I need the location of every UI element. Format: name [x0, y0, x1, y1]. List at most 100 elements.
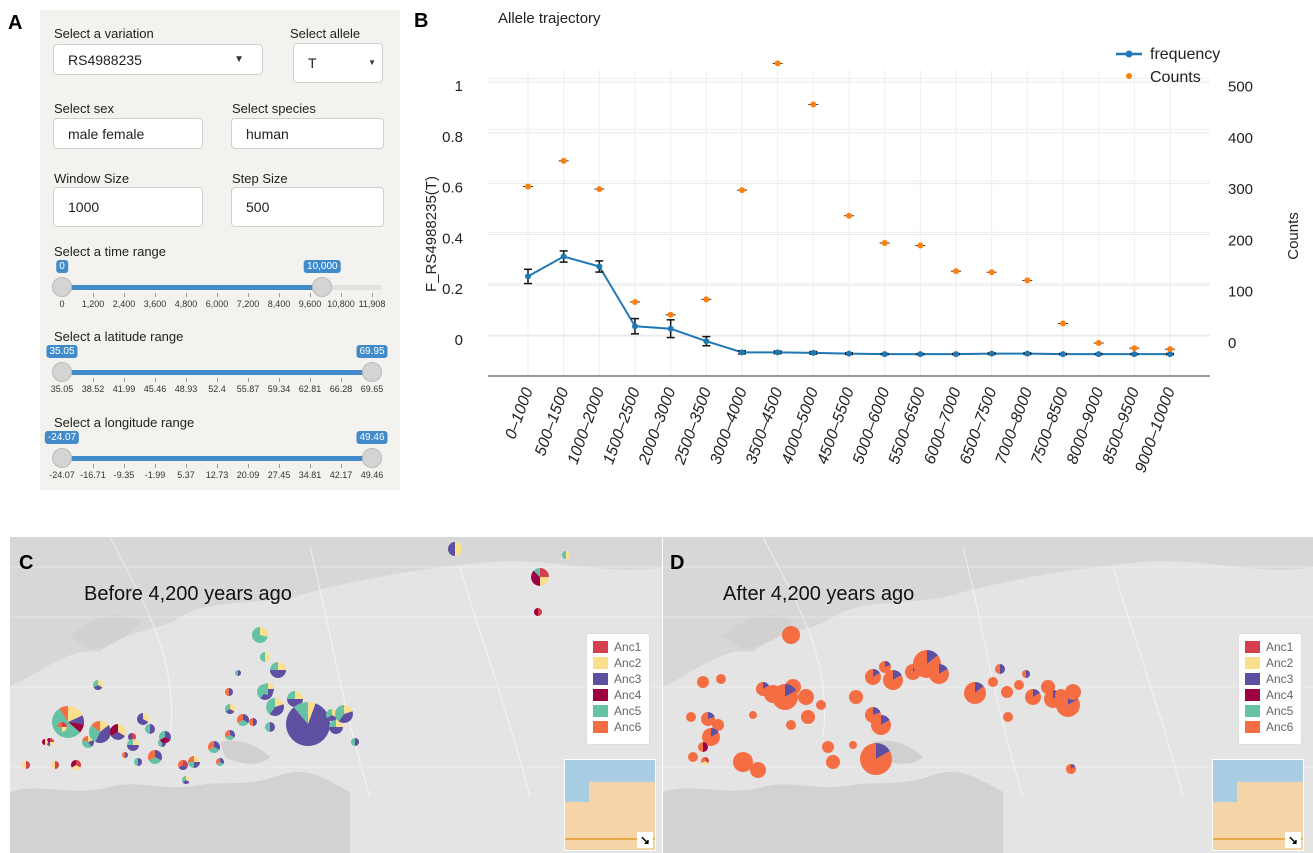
sex-input[interactable]: male female [53, 118, 203, 149]
map-pie-marker[interactable] [182, 776, 190, 784]
map-pie-marker[interactable] [134, 758, 142, 766]
map-pie-marker[interactable] [252, 627, 268, 643]
map-pie-marker[interactable] [879, 661, 891, 673]
map-pie-marker[interactable] [772, 684, 798, 710]
longitude-range-slider[interactable]: -24.07 -16.71 -9.35 -1.99 5.37 12.73 20.09 27.4… [44, 431, 388, 495]
map-pie-marker[interactable] [216, 758, 224, 766]
latitude-range-slider[interactable]: 35.05 38.52 41.99 45.46 48.93 52.4 55.87 59.34 6… [46, 345, 388, 409]
map-pie-marker[interactable] [235, 670, 241, 676]
map-pie-marker[interactable] [822, 741, 834, 753]
map-pie-marker[interactable] [733, 752, 753, 772]
map-pie-marker[interactable] [57, 722, 67, 732]
map-pie-marker[interactable] [750, 762, 766, 778]
allele-select[interactable]: T ▼ [293, 43, 383, 83]
map-after[interactable]: After 4,200 years ago Anc1 Anc2 Anc3 Anc4 An… [663, 537, 1313, 853]
map-pie-marker[interactable] [865, 669, 881, 685]
map-pie-marker[interactable] [225, 730, 235, 740]
map-pie-marker[interactable] [145, 724, 155, 734]
map-pie-marker[interactable] [208, 741, 221, 753]
map-pie-marker[interactable] [127, 739, 139, 751]
map-pie-marker[interactable] [225, 704, 235, 714]
map-pie-marker[interactable] [225, 688, 233, 696]
map-pie-marker[interactable] [178, 760, 189, 770]
expand-arrow-icon[interactable]: ↘ [637, 832, 653, 848]
map-pie-marker[interactable] [786, 720, 796, 730]
slider-handle-max[interactable] [362, 362, 382, 382]
window-size-input[interactable]: 1000 [53, 187, 203, 227]
map-pie-marker[interactable] [42, 739, 48, 745]
map-pie-marker[interactable] [688, 752, 698, 762]
slider-handle-min[interactable] [52, 448, 72, 468]
map-pie-marker[interactable] [122, 752, 128, 758]
variation-select[interactable]: RS4988235 ▼ [53, 44, 263, 75]
map-pie-marker[interactable] [82, 736, 94, 748]
map-pie-marker[interactable] [562, 551, 570, 559]
map-pie-marker[interactable] [716, 674, 726, 684]
map-pie-marker[interactable] [988, 677, 998, 687]
map-pie-marker[interactable] [71, 760, 81, 770]
map-pie-marker[interactable] [159, 731, 171, 743]
map-pie-marker[interactable] [531, 568, 549, 586]
map-pie-marker[interactable] [1001, 686, 1013, 698]
map-pie-marker[interactable] [929, 664, 949, 684]
map-pie-marker[interactable] [51, 706, 85, 738]
map-pie-marker[interactable] [137, 713, 149, 725]
time-range-slider[interactable]: 0 1,200 2,400 3,600 4,800 6,000 7,200 8,400 9,60… [52, 260, 385, 324]
map-pie-marker[interactable] [701, 757, 709, 765]
map-pie-marker[interactable] [237, 714, 250, 726]
map-pie-marker[interactable] [148, 750, 163, 764]
map-pie-marker[interactable] [249, 718, 257, 726]
map-pie-marker[interactable] [964, 682, 986, 704]
map-pie-marker[interactable] [816, 700, 826, 710]
map-pie-marker[interactable] [1066, 764, 1076, 774]
map-pie-marker[interactable] [260, 652, 270, 662]
map-pie-marker[interactable] [865, 707, 881, 723]
map-pie-marker[interactable] [22, 761, 30, 769]
map-pie-marker[interactable] [801, 710, 815, 724]
map-pie-marker[interactable] [860, 743, 892, 775]
map-pie-marker[interactable] [1065, 684, 1081, 700]
map-pie-marker[interactable] [286, 702, 330, 746]
map-pie-marker[interactable] [1022, 670, 1030, 678]
map-pie-marker[interactable] [701, 712, 715, 726]
map-pie-marker[interactable] [262, 683, 274, 695]
map-pie-marker[interactable] [1025, 689, 1041, 705]
map-pie-marker[interactable] [712, 719, 724, 731]
map-pie-marker[interactable] [702, 728, 720, 746]
expand-arrow-icon[interactable]: ↘ [1285, 832, 1301, 848]
map-pie-marker[interactable] [265, 722, 275, 732]
map-pie-marker[interactable] [826, 755, 840, 769]
slider-handle-min[interactable] [52, 277, 72, 297]
step-size-input[interactable]: 500 [231, 187, 384, 227]
map-before[interactable]: Before 4,200 years ago Anc1 Anc2 Anc3 Anc4 A… [10, 537, 662, 853]
map-pie-marker[interactable] [329, 720, 343, 734]
map-pie-marker[interactable] [89, 721, 111, 743]
minimap[interactable]: ↘ [564, 759, 656, 851]
map-pie-marker[interactable] [697, 676, 709, 688]
map-pie-marker[interactable] [849, 690, 863, 704]
map-pie-marker[interactable] [448, 542, 462, 556]
map-pie-marker[interactable] [270, 662, 286, 678]
map-pie-marker[interactable] [534, 608, 542, 616]
map-pie-marker[interactable] [686, 712, 696, 722]
map-pie-marker[interactable] [698, 742, 708, 752]
map-pie-marker[interactable] [798, 689, 814, 705]
map-pie-marker[interactable] [51, 761, 59, 769]
map-pie-marker[interactable] [883, 670, 903, 690]
slider-handle-min[interactable] [52, 362, 72, 382]
map-pie-marker[interactable] [849, 741, 857, 749]
minimap[interactable]: ↘ [1212, 759, 1304, 851]
slider-handle-max[interactable] [312, 277, 333, 297]
map-pie-marker[interactable] [782, 626, 800, 644]
map-pie-marker[interactable] [749, 711, 757, 719]
map-pie-marker[interactable] [188, 756, 200, 768]
map-pie-marker[interactable] [110, 724, 126, 740]
species-input[interactable]: human [231, 118, 384, 149]
map-pie-marker[interactable] [1014, 680, 1024, 690]
slider-handle-max[interactable] [362, 448, 382, 468]
map-pie-marker[interactable] [1003, 712, 1013, 722]
map-pie-marker[interactable] [351, 738, 359, 746]
map-pie-marker[interactable] [93, 680, 103, 690]
map-pie-marker[interactable] [266, 698, 284, 716]
map-pie-marker[interactable] [995, 664, 1005, 674]
